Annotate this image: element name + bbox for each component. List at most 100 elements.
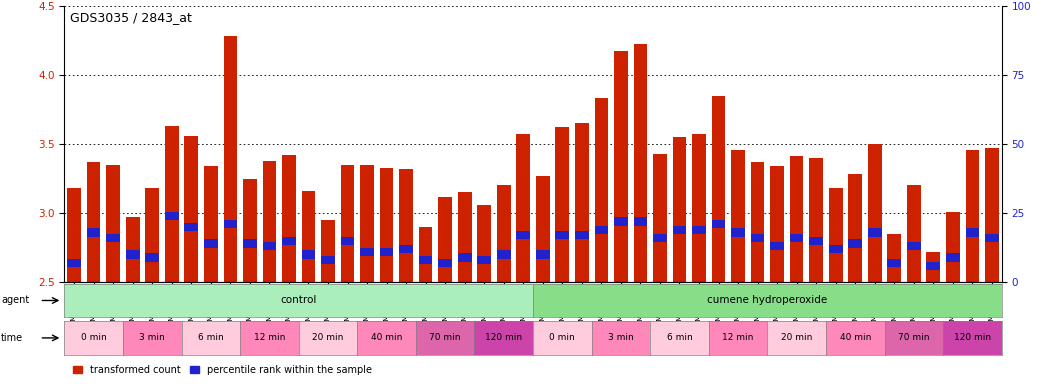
Bar (985, 234, 999, 242)
Bar (555, 231, 569, 239)
Bar (770, 166, 784, 282)
Bar (517, 134, 530, 282)
Bar (907, 242, 921, 250)
Text: control: control (280, 295, 317, 306)
Bar (653, 154, 666, 282)
Bar (321, 256, 335, 264)
Bar (126, 250, 139, 259)
Text: 0 min: 0 min (549, 333, 575, 343)
Text: cumene hydroperoxide: cumene hydroperoxide (707, 295, 827, 306)
Bar (145, 253, 159, 262)
Bar (67, 188, 81, 282)
Bar (965, 228, 979, 237)
Bar (868, 144, 881, 282)
Bar (575, 123, 589, 282)
Bar (575, 231, 589, 239)
Text: 6 min: 6 min (198, 333, 223, 343)
Bar (829, 188, 843, 282)
Bar (927, 252, 940, 282)
Text: 120 min: 120 min (954, 333, 991, 343)
Bar (595, 225, 608, 234)
Bar (67, 259, 81, 267)
Text: 70 min: 70 min (430, 333, 461, 343)
Text: time: time (1, 333, 23, 343)
Bar (321, 220, 335, 282)
Bar (400, 245, 413, 253)
Bar (243, 239, 256, 248)
Bar (87, 228, 101, 237)
Bar (263, 242, 276, 250)
Bar (458, 192, 471, 282)
Bar (106, 165, 120, 282)
Bar (106, 234, 120, 242)
Bar (380, 167, 393, 282)
Text: 6 min: 6 min (666, 333, 692, 343)
Bar (810, 237, 823, 245)
Bar (243, 179, 256, 282)
Bar (438, 259, 452, 267)
Text: 40 min: 40 min (840, 333, 871, 343)
Bar (497, 185, 511, 282)
Bar (731, 149, 745, 282)
Bar (536, 250, 549, 259)
Bar (165, 212, 179, 220)
Bar (614, 217, 628, 225)
Bar (165, 126, 179, 282)
Bar (340, 165, 354, 282)
Bar (946, 212, 960, 282)
Bar (770, 242, 784, 250)
Legend: transformed count, percentile rank within the sample: transformed count, percentile rank withi… (70, 361, 376, 379)
Bar (87, 162, 101, 282)
Bar (282, 237, 296, 245)
Bar (360, 165, 374, 282)
Bar (418, 227, 433, 282)
Bar (477, 205, 491, 282)
Bar (497, 250, 511, 259)
Bar (400, 169, 413, 282)
Bar (673, 137, 686, 282)
Bar (380, 248, 393, 256)
Text: 70 min: 70 min (898, 333, 930, 343)
Text: 12 min: 12 min (722, 333, 754, 343)
Text: 120 min: 120 min (485, 333, 522, 343)
Bar (790, 156, 803, 282)
Text: 20 min: 20 min (312, 333, 344, 343)
Bar (907, 185, 921, 282)
Bar (633, 217, 648, 225)
Bar (731, 228, 745, 237)
Bar (790, 234, 803, 242)
Bar (848, 239, 862, 248)
Bar (536, 176, 549, 282)
Bar (185, 223, 198, 231)
Bar (829, 245, 843, 253)
Text: GDS3035 / 2843_at: GDS3035 / 2843_at (70, 12, 191, 25)
Bar (302, 191, 316, 282)
Bar (418, 256, 433, 264)
Bar (810, 158, 823, 282)
Bar (282, 155, 296, 282)
Bar (712, 96, 726, 282)
Bar (185, 136, 198, 282)
Bar (887, 259, 901, 267)
Text: 40 min: 40 min (371, 333, 403, 343)
Bar (145, 188, 159, 282)
Bar (692, 134, 706, 282)
Text: agent: agent (1, 295, 29, 306)
Bar (302, 250, 316, 259)
Bar (126, 217, 139, 282)
Text: 3 min: 3 min (608, 333, 634, 343)
Text: 3 min: 3 min (139, 333, 165, 343)
Bar (458, 253, 471, 262)
Bar (555, 127, 569, 282)
Bar (263, 161, 276, 282)
Bar (204, 166, 218, 282)
Bar (438, 197, 452, 282)
Bar (673, 225, 686, 234)
Bar (653, 234, 666, 242)
Bar (517, 231, 530, 239)
Bar (927, 262, 940, 270)
Bar (868, 228, 881, 237)
Bar (633, 45, 648, 282)
Bar (692, 225, 706, 234)
Bar (360, 248, 374, 256)
